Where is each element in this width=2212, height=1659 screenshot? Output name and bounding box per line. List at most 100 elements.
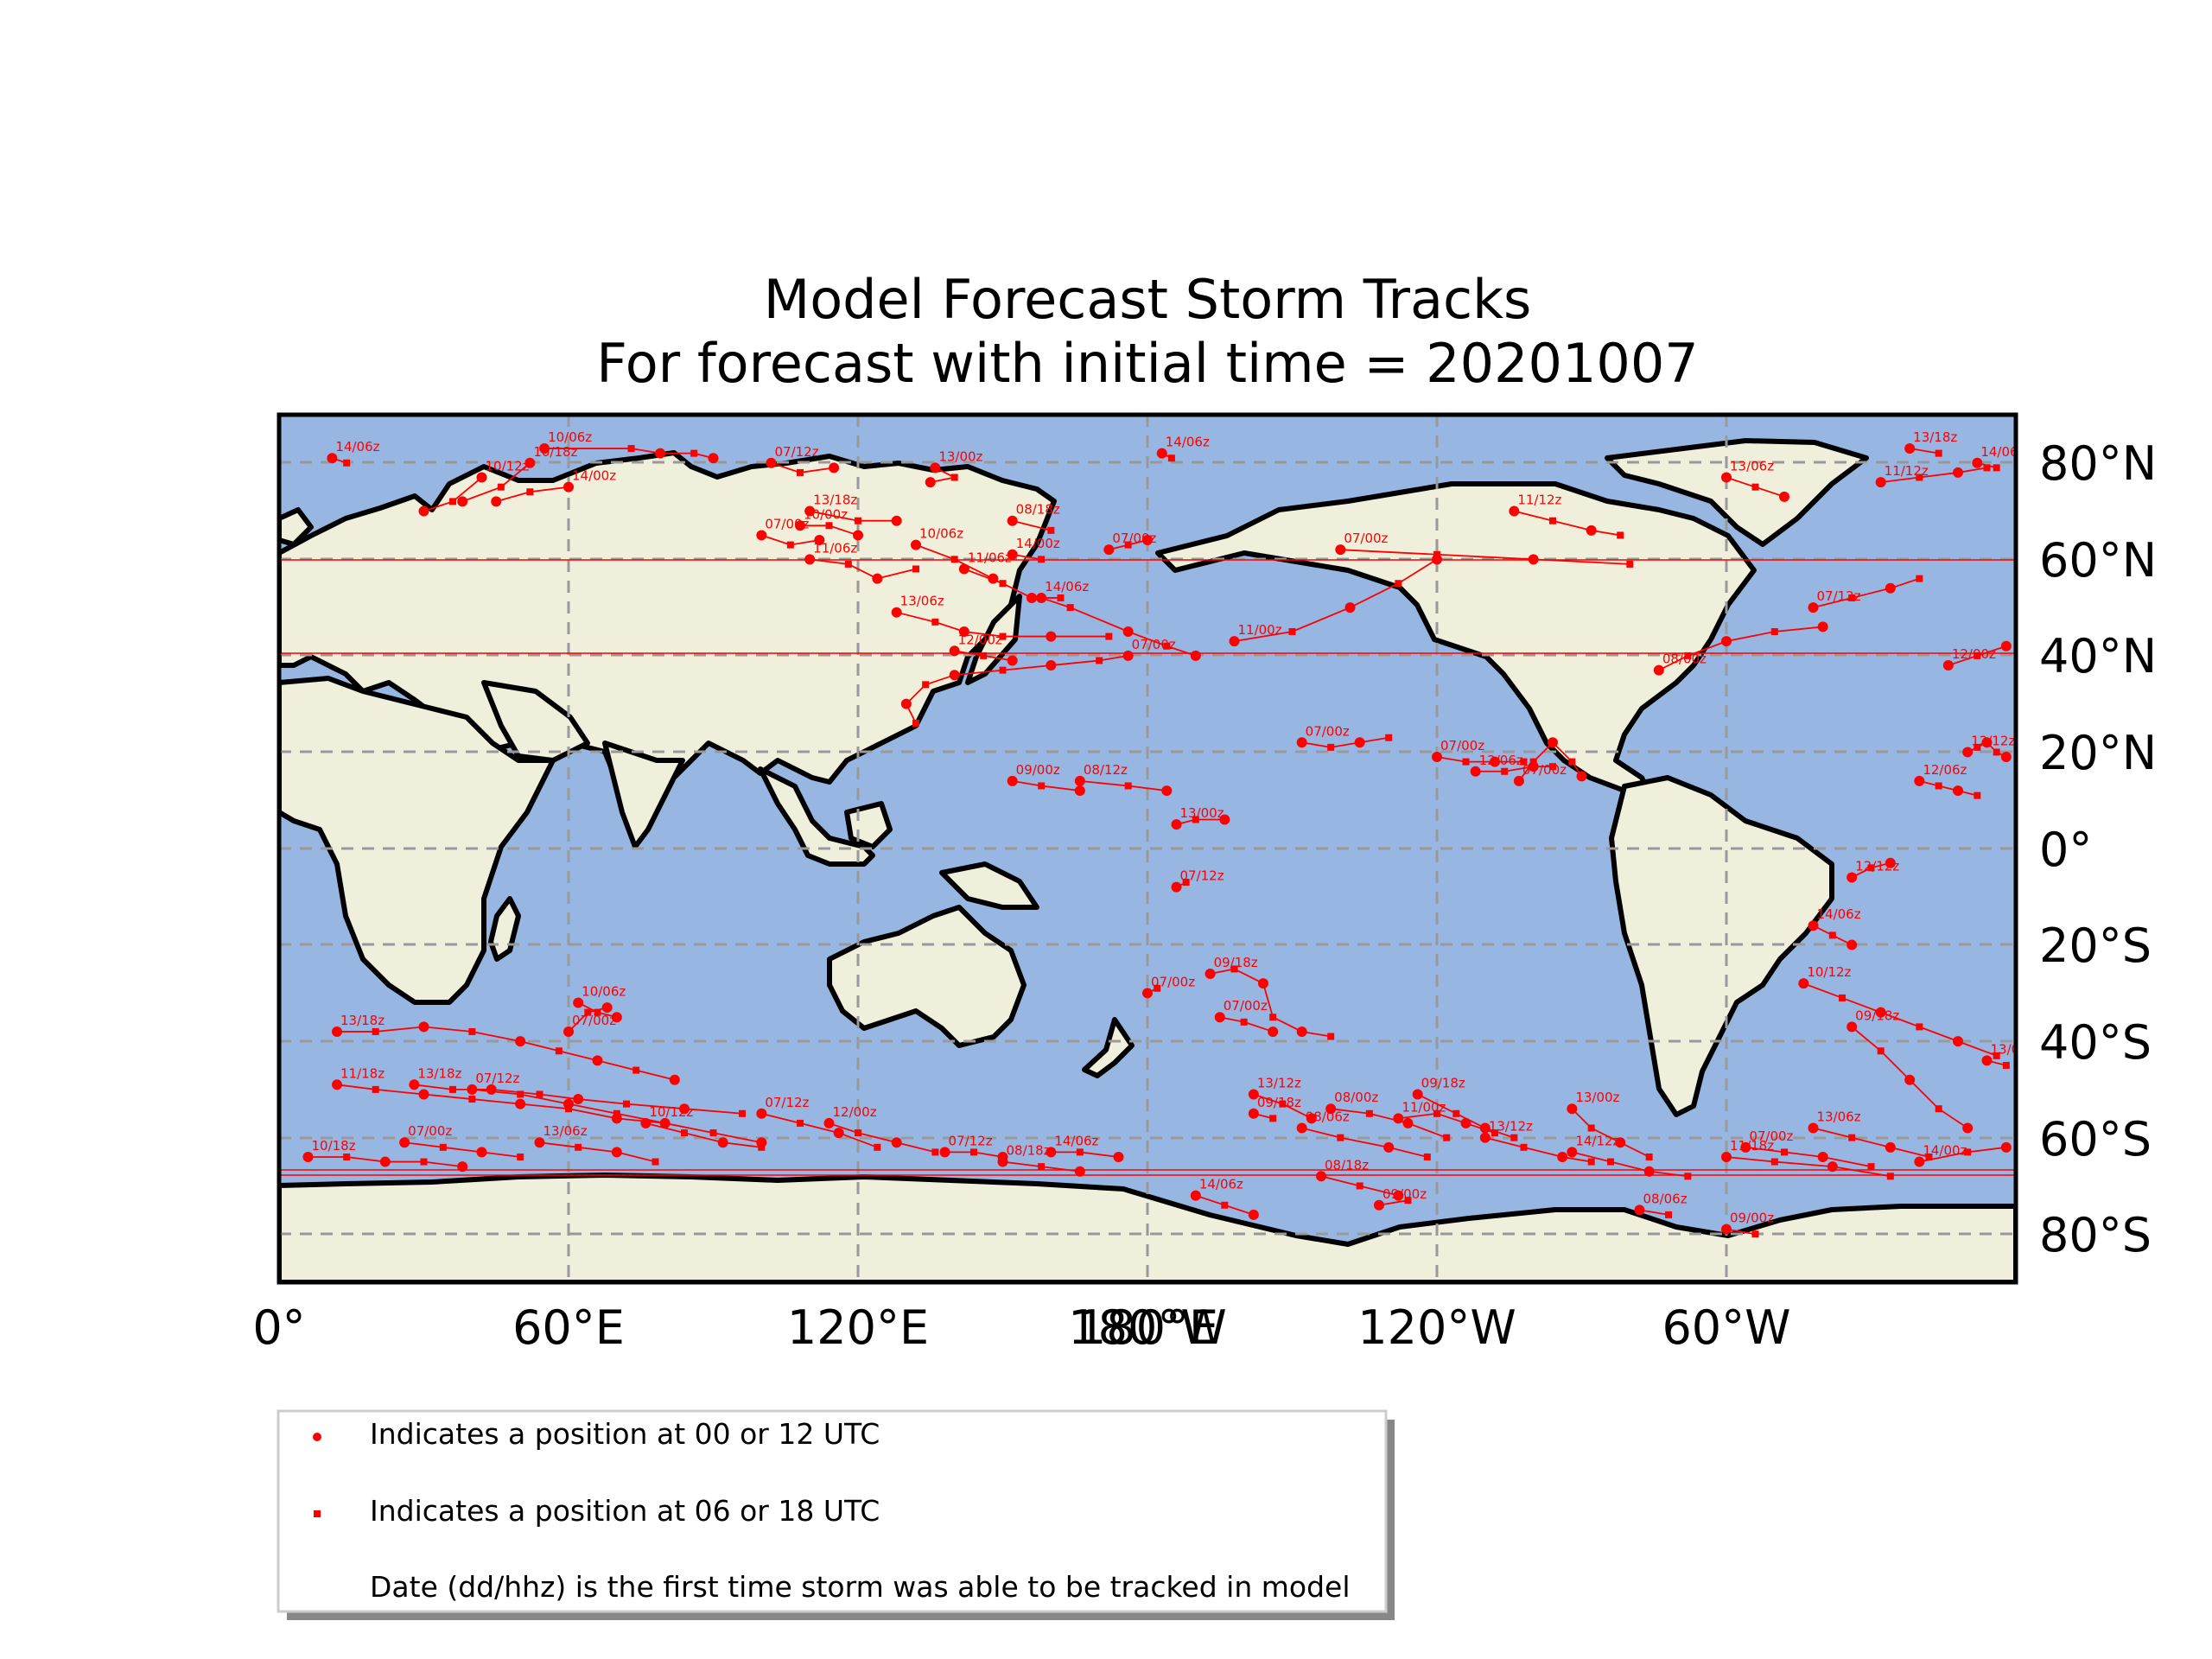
storm-track: 09/00z — [1007, 762, 1085, 797]
track-point-00-12z — [515, 1098, 526, 1109]
storm-track: 09/18z — [1248, 1095, 1301, 1122]
track-point-00-12z — [1808, 602, 1819, 613]
track-point-06-18z — [1770, 1158, 1778, 1166]
track-point-06-18z — [1423, 1153, 1431, 1160]
track-point-06-18z — [1163, 642, 1171, 650]
track-point-00-12z — [611, 1147, 622, 1158]
track-point-06-18z — [1916, 1023, 1923, 1031]
track-point-00-12z — [891, 1137, 902, 1148]
latitude-labels: 80°N 60°N 40°N 20°N 0° 20°S 40°S 60°S 80… — [2039, 436, 2157, 1262]
track-point-06-18z — [1886, 1173, 1894, 1180]
track-point-06-18z — [1916, 575, 1923, 582]
track-point-06-18z — [1057, 594, 1065, 601]
storm-track: 09/18z — [1205, 955, 1335, 1040]
storm-track-line — [810, 558, 917, 580]
storm-track-line — [1436, 756, 1524, 763]
track-point-00-12z — [379, 1156, 391, 1167]
legend: Indicates a position at 00 or 12 UTC Ind… — [276, 1409, 1395, 1620]
storm-track: 08/18z — [1316, 1157, 1404, 1201]
track-point-06-18z — [999, 666, 1007, 674]
track-point-06-18z — [1617, 531, 1624, 539]
track-point-06-18z — [1828, 931, 1836, 939]
track-point-00-12z — [1808, 1122, 1819, 1134]
storm-start-label: 08/12z — [1084, 762, 1128, 778]
storm-start-label: 11/00z — [1238, 622, 1282, 638]
track-point-00-12z — [1875, 1007, 1886, 1018]
track-point-00-12z — [1953, 467, 1963, 478]
track-point-06-18z — [825, 522, 833, 530]
track-point-06-18z — [1327, 1033, 1335, 1040]
storm-track: 11/18z — [332, 1065, 669, 1127]
track-point-06-18z — [1867, 864, 1875, 872]
track-point-00-12z — [332, 1026, 342, 1037]
storm-track: 13/06z — [1721, 459, 1789, 502]
track-point-00-12z — [1548, 737, 1558, 748]
track-point-00-12z — [717, 1137, 728, 1148]
storm-start-label: 08/00z — [1334, 1090, 1378, 1105]
track-point-06-18z — [517, 1153, 524, 1160]
track-point-06-18z — [690, 449, 698, 457]
storm-start-label: 13/12z — [1489, 1119, 1533, 1135]
storm-track: 11/12z — [1875, 463, 1991, 488]
track-point-00-12z — [669, 1074, 680, 1085]
storm-track: 10/18z — [302, 1138, 468, 1173]
track-point-06-18z — [709, 1129, 717, 1137]
track-point-00-12z — [476, 1147, 487, 1158]
track-point-00-12z — [1007, 515, 1018, 526]
track-point-00-12z — [1258, 978, 1268, 989]
track-point-00-12z — [655, 448, 666, 459]
storm-track: 07/00z — [399, 1123, 524, 1160]
storm-track: 12/00z — [949, 632, 1018, 666]
storm-start-label: 12/06z — [1923, 762, 1967, 778]
storm-track: 12/00z — [1942, 640, 2012, 671]
storm-start-label: 08/18z — [1016, 502, 1060, 518]
storm-start-label: 13/00z — [1991, 1041, 2035, 1057]
storm-track-line — [645, 1122, 762, 1148]
track-point-06-18z — [1327, 743, 1335, 751]
track-point-06-18z — [343, 459, 351, 467]
storm-start-label: 13/12z — [1257, 1075, 1301, 1090]
track-point-00-12z — [327, 453, 338, 464]
track-point-06-18z — [1124, 541, 1132, 549]
track-point-00-12z — [911, 539, 921, 550]
track-point-00-12z — [1354, 737, 1365, 748]
storm-track: 07/12z — [467, 1071, 767, 1148]
track-point-00-12z — [1885, 857, 1896, 868]
track-point-06-18z — [1167, 454, 1175, 462]
storm-track: 11/00z — [1393, 1099, 1498, 1137]
storm-start-label: 14/00z — [572, 468, 616, 484]
track-point-00-12z — [891, 607, 902, 618]
track-point-06-18z — [1974, 652, 1981, 659]
track-point-06-18z — [1935, 449, 1942, 457]
track-point-00-12z — [1953, 1036, 1963, 1047]
track-point-00-12z — [1142, 535, 1153, 546]
track-point-00-12z — [925, 477, 936, 488]
storm-start-label: 12/00z — [833, 1104, 877, 1120]
storm-start-label: 07/00z — [1749, 1128, 1793, 1144]
storm-start-label: 07/12z — [949, 1133, 993, 1148]
track-point-00-12z — [1074, 1166, 1085, 1177]
storm-track: 14/06z — [327, 439, 380, 467]
track-point-00-12z — [997, 1151, 1008, 1162]
storm-start-label: 14/06z — [1166, 435, 1210, 450]
storm-start-label: 14/06z — [1199, 1177, 1243, 1192]
storm-track-line — [761, 1112, 878, 1148]
storm-track: 10/00z — [795, 506, 863, 541]
storm-track: 07/00z — [1432, 738, 1528, 767]
track-point-06-18z — [1510, 1134, 1518, 1141]
storm-start-label: 14/06z — [1817, 906, 1861, 922]
storm-start-label: 07/00z — [1224, 998, 1268, 1014]
storm-track: 07/00z — [1513, 737, 1587, 786]
storm-start-label: 09/18z — [1214, 955, 1258, 970]
track-point-06-18z — [855, 517, 861, 524]
track-point-00-12z — [1962, 747, 1974, 758]
track-point-06-18z — [584, 1008, 592, 1016]
track-point-06-18z — [855, 1129, 861, 1137]
storm-start-label: 14/12z — [1575, 1133, 1619, 1148]
storm-start-label: 13/06z — [543, 1123, 588, 1139]
track-point-06-18z — [449, 1085, 456, 1093]
storm-start-label: 08/06z — [1306, 1109, 1350, 1125]
track-point-06-18z — [980, 652, 988, 659]
track-point-00-12z — [1171, 881, 1182, 893]
